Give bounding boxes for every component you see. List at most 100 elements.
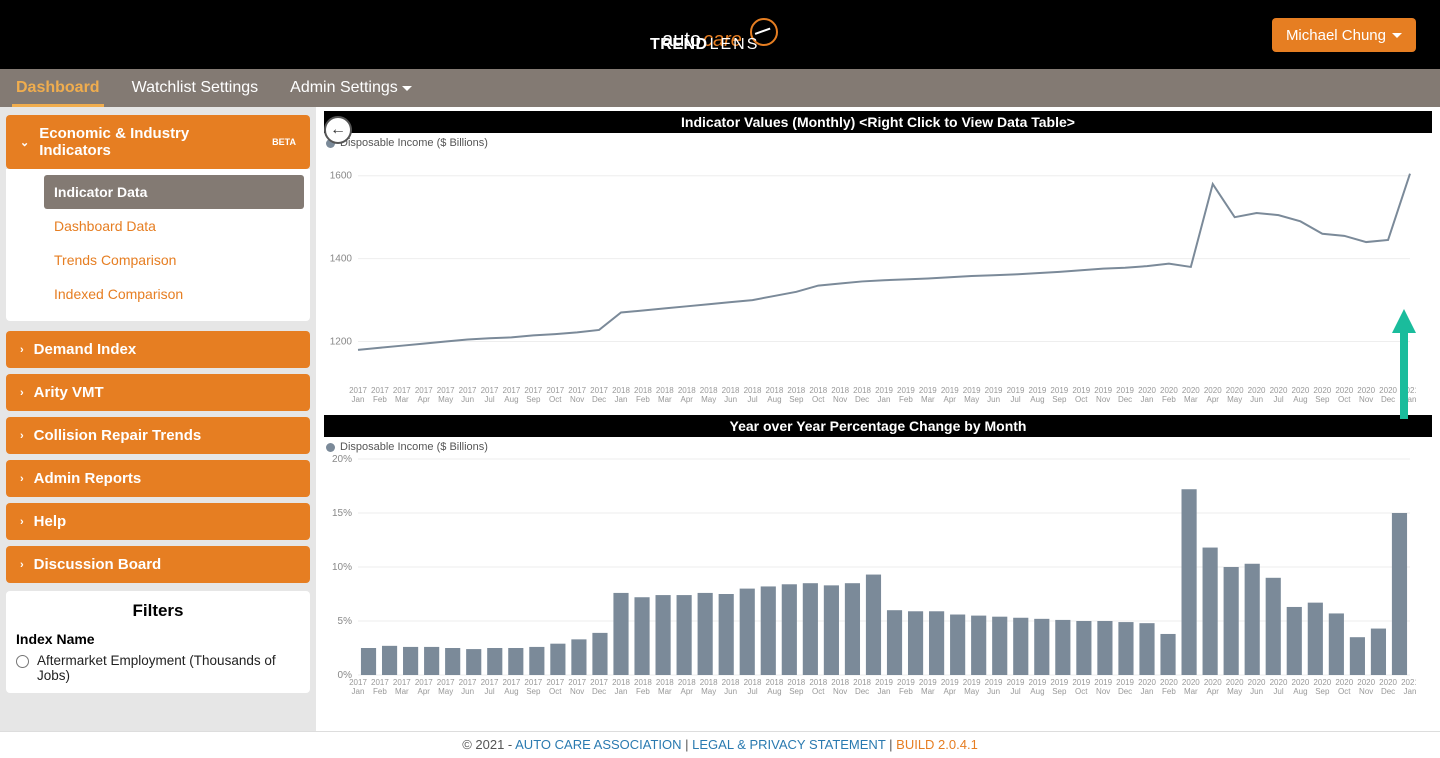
svg-text:Aug: Aug bbox=[1030, 395, 1044, 404]
sidebar-section-help[interactable]: ›Help bbox=[6, 503, 310, 540]
legend-dot-icon bbox=[326, 443, 335, 452]
svg-text:Oct: Oct bbox=[1075, 687, 1088, 696]
svg-text:2019: 2019 bbox=[1072, 386, 1090, 395]
filter-radio[interactable] bbox=[16, 655, 29, 668]
svg-text:Jul: Jul bbox=[747, 687, 757, 696]
svg-text:Sep: Sep bbox=[1315, 687, 1330, 696]
sidebar-section-admin-reports[interactable]: › Admin Reports bbox=[6, 460, 310, 497]
svg-text:2018: 2018 bbox=[700, 678, 718, 687]
sidebar: ⌄Economic & Industry IndicatorsBETA Indic… bbox=[0, 107, 316, 731]
sidebar-item-trends-comparison[interactable]: Trends Comparison bbox=[44, 243, 304, 277]
svg-text:2019: 2019 bbox=[963, 678, 981, 687]
collapse-sidebar-button[interactable]: ← bbox=[324, 116, 352, 144]
footer-build[interactable]: BUILD 2.0.4.1 bbox=[896, 737, 978, 752]
svg-text:Jul: Jul bbox=[1010, 687, 1020, 696]
sidebar-item-indicator-data[interactable]: Indicator Data bbox=[44, 175, 304, 209]
user-name-label: Michael Chung bbox=[1286, 27, 1386, 44]
sidebar-section-arity-vmt[interactable]: › Arity VMT bbox=[6, 374, 310, 411]
svg-text:2017: 2017 bbox=[459, 386, 477, 395]
svg-text:Apr: Apr bbox=[681, 687, 694, 696]
svg-text:Aug: Aug bbox=[767, 395, 781, 404]
svg-text:2019: 2019 bbox=[1050, 678, 1068, 687]
svg-text:May: May bbox=[438, 687, 453, 696]
svg-text:Oct: Oct bbox=[1338, 395, 1351, 404]
nav-item-dashboard[interactable]: Dashboard bbox=[12, 69, 104, 107]
svg-text:2019: 2019 bbox=[897, 678, 915, 687]
sidebar-section-demand-index[interactable]: ›Demand Index bbox=[6, 331, 310, 368]
brand-subline: TRENDLENS bbox=[650, 36, 759, 54]
sidebar-section-discussion-board[interactable]: › Discussion Board bbox=[6, 546, 310, 583]
chevron-right-icon: › bbox=[20, 559, 24, 571]
svg-text:Nov: Nov bbox=[1096, 395, 1110, 404]
svg-text:Jun: Jun bbox=[461, 395, 474, 404]
svg-text:Dec: Dec bbox=[855, 395, 869, 404]
filter-option-aftermarket-employment[interactable]: Aftermarket Employment (Thousands of Job… bbox=[16, 653, 300, 683]
svg-text:10%: 10% bbox=[332, 562, 352, 573]
svg-text:2019: 2019 bbox=[941, 386, 959, 395]
sidebar-section-economic-industry-indicators[interactable]: ⌄Economic & Industry IndicatorsBETA bbox=[6, 115, 310, 169]
svg-text:Jun: Jun bbox=[1250, 395, 1263, 404]
svg-text:Jun: Jun bbox=[987, 687, 1000, 696]
chart-bottom[interactable]: 0%5%10%15%20%2017Jan2017Feb2017Mar2017Ap… bbox=[324, 453, 1432, 703]
svg-text:Dec: Dec bbox=[1381, 687, 1395, 696]
footer-link-association[interactable]: AUTO CARE ASSOCIATION bbox=[515, 737, 681, 752]
svg-text:2018: 2018 bbox=[809, 386, 827, 395]
footer-link-legal[interactable]: LEGAL & PRIVACY STATEMENT bbox=[692, 737, 885, 752]
sidebar-section-label: Discussion Board bbox=[34, 556, 162, 573]
sidebar-section-collision-repair-trends[interactable]: › Collision Repair Trends bbox=[6, 417, 310, 454]
svg-text:2018: 2018 bbox=[787, 678, 805, 687]
svg-text:Nov: Nov bbox=[833, 395, 847, 404]
sidebar-section-label: Collision Repair Trends bbox=[34, 427, 202, 444]
svg-text:Jul: Jul bbox=[747, 395, 757, 404]
svg-text:Jan: Jan bbox=[615, 687, 628, 696]
svg-text:2020: 2020 bbox=[1204, 678, 1222, 687]
svg-text:Jun: Jun bbox=[987, 395, 1000, 404]
filters-panel: Filters Index Name Aftermarket Employmen… bbox=[6, 591, 310, 693]
svg-text:2017: 2017 bbox=[349, 678, 367, 687]
chevron-right-icon: › bbox=[20, 430, 24, 442]
svg-text:2017: 2017 bbox=[568, 678, 586, 687]
svg-text:Nov: Nov bbox=[1359, 395, 1373, 404]
svg-text:2019: 2019 bbox=[941, 678, 959, 687]
chevron-right-icon: › bbox=[20, 473, 24, 485]
sidebar-section-label: Arity VMT bbox=[34, 384, 104, 401]
chevron-right-icon: › bbox=[20, 516, 24, 528]
svg-text:Aug: Aug bbox=[504, 687, 518, 696]
svg-text:2017: 2017 bbox=[437, 386, 455, 395]
nav-item-watchlist-settings[interactable]: Watchlist Settings bbox=[128, 69, 263, 107]
svg-text:2020: 2020 bbox=[1313, 678, 1331, 687]
svg-text:Oct: Oct bbox=[812, 395, 825, 404]
chevron-right-icon: › bbox=[20, 387, 24, 399]
svg-text:2018: 2018 bbox=[744, 678, 762, 687]
svg-text:2020: 2020 bbox=[1248, 386, 1266, 395]
svg-text:2018: 2018 bbox=[722, 386, 740, 395]
sidebar-item-dashboard-data[interactable]: Dashboard Data bbox=[44, 209, 304, 243]
svg-text:2020: 2020 bbox=[1138, 386, 1156, 395]
svg-text:2018: 2018 bbox=[700, 386, 718, 395]
svg-text:2018: 2018 bbox=[612, 386, 630, 395]
svg-text:Dec: Dec bbox=[1118, 687, 1132, 696]
svg-text:Feb: Feb bbox=[373, 395, 387, 404]
sidebar-section-label: Admin Reports bbox=[34, 470, 142, 487]
svg-text:2017: 2017 bbox=[524, 386, 542, 395]
svg-text:2020: 2020 bbox=[1226, 386, 1244, 395]
svg-text:Jan: Jan bbox=[615, 395, 628, 404]
svg-text:2020: 2020 bbox=[1292, 386, 1310, 395]
chart-bottom-title: Year over Year Percentage Change by Mont… bbox=[324, 415, 1432, 437]
svg-text:2020: 2020 bbox=[1138, 678, 1156, 687]
svg-text:Jul: Jul bbox=[1273, 395, 1283, 404]
svg-text:2018: 2018 bbox=[766, 678, 784, 687]
sidebar-item-indexed-comparison[interactable]: Indexed Comparison bbox=[44, 277, 304, 311]
svg-text:Jul: Jul bbox=[484, 687, 494, 696]
svg-text:2018: 2018 bbox=[831, 678, 849, 687]
svg-text:2019: 2019 bbox=[985, 678, 1003, 687]
svg-text:1600: 1600 bbox=[330, 171, 353, 182]
nav-item-admin-settings[interactable]: Admin Settings bbox=[286, 69, 416, 107]
svg-text:Feb: Feb bbox=[636, 395, 650, 404]
svg-text:Apr: Apr bbox=[1207, 687, 1220, 696]
chart-top[interactable]: 1200140016002017Jan2017Feb2017Mar2017Apr… bbox=[324, 149, 1432, 411]
svg-text:2020: 2020 bbox=[1335, 386, 1353, 395]
user-menu-button[interactable]: Michael Chung bbox=[1272, 18, 1416, 52]
svg-text:Apr: Apr bbox=[681, 395, 694, 404]
svg-text:Nov: Nov bbox=[833, 687, 847, 696]
